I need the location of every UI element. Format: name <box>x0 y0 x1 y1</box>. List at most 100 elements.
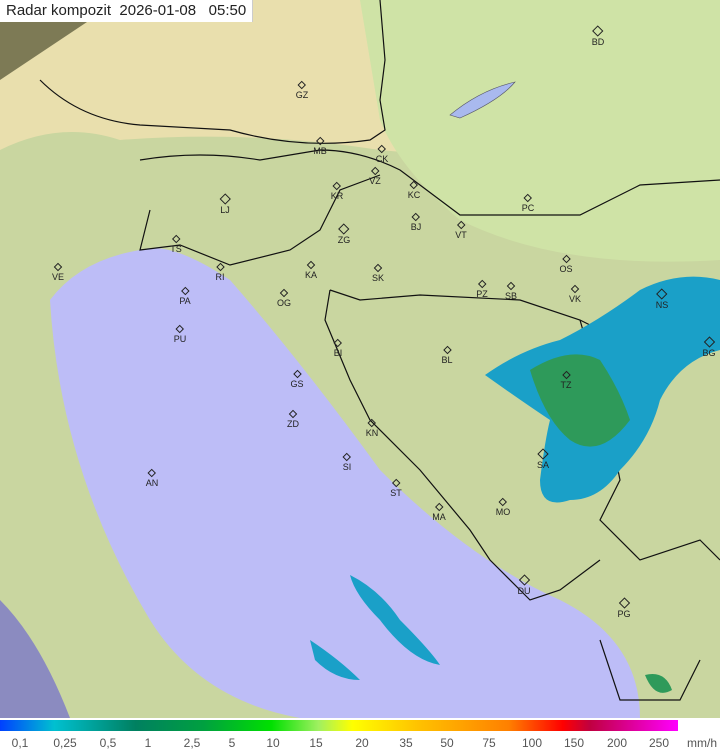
city-label: KC <box>407 190 421 200</box>
city-marker-si: SI <box>342 452 352 472</box>
legend-tick: 0,5 <box>99 736 117 750</box>
city-marker-ck: CK <box>375 144 389 164</box>
city-dot-icon <box>292 369 302 379</box>
city-dot-icon <box>518 574 530 586</box>
radar-echo-sea <box>350 575 440 665</box>
city-dot-icon <box>175 324 185 334</box>
legend-tick: 35 <box>399 736 413 750</box>
city-marker-pu: PU <box>173 324 187 344</box>
city-marker-pg: PG <box>617 597 631 619</box>
city-dot-icon <box>618 597 630 609</box>
city-label: LJ <box>220 205 230 215</box>
city-dot-icon <box>477 279 487 289</box>
city-marker-vk: VK <box>568 284 582 304</box>
city-marker-kr: KR <box>330 181 344 201</box>
city-label: VE <box>51 272 65 282</box>
city-dot-icon <box>373 263 383 273</box>
city-marker-bj: BJ <box>411 212 421 232</box>
city-marker-ve: VE <box>51 262 65 282</box>
city-label: BI <box>333 348 343 358</box>
city-marker-lj: LJ <box>219 193 231 215</box>
radar-echoes <box>310 276 720 693</box>
city-marker-zg: ZG <box>337 223 351 245</box>
city-dot-icon <box>561 254 571 264</box>
city-label: ZG <box>337 235 351 245</box>
city-marker-du: DU <box>517 574 531 596</box>
city-dot-icon <box>338 223 350 235</box>
city-label: PG <box>617 609 631 619</box>
city-marker-pz: PZ <box>476 279 488 299</box>
city-dot-icon <box>377 144 387 154</box>
city-label: BG <box>702 348 716 358</box>
city-dot-icon <box>561 370 571 380</box>
city-label: CK <box>375 154 389 164</box>
radar-echo-south <box>645 674 672 693</box>
city-marker-ma: MA <box>432 502 446 522</box>
city-dot-icon <box>456 220 466 230</box>
radar-echo-core <box>530 354 630 447</box>
city-marker-kn: KN <box>366 418 378 438</box>
city-dot-icon <box>570 284 580 294</box>
city-label: DU <box>517 586 531 596</box>
city-dot-icon <box>498 497 508 507</box>
city-dot-icon <box>279 288 289 298</box>
date-text: 2026-01-08 <box>119 2 197 19</box>
legend-tick: 100 <box>521 736 543 750</box>
city-marker-ns: NS <box>655 288 669 310</box>
city-marker-gs: GS <box>290 369 304 389</box>
city-label: SB <box>504 291 518 301</box>
city-label: RI <box>215 272 225 282</box>
city-marker-bi: BI <box>333 338 343 358</box>
city-label: KR <box>330 191 344 201</box>
city-label: TS <box>170 244 182 254</box>
legend-tick: 0,25 <box>53 736 77 750</box>
city-dot-icon <box>288 409 298 419</box>
city-dot-icon <box>537 448 549 460</box>
city-marker-an: AN <box>145 468 159 488</box>
city-dot-icon <box>315 136 325 146</box>
radar-map[interactable] <box>0 0 720 718</box>
city-dot-icon <box>306 260 316 270</box>
legend-tick: 2,5 <box>183 736 201 750</box>
city-label: TZ <box>560 380 572 390</box>
legend-tick: 75 <box>482 736 496 750</box>
city-label: SA <box>536 460 550 470</box>
city-dot-icon <box>434 502 444 512</box>
city-label: BD <box>591 37 605 47</box>
city-label: PA <box>179 296 191 306</box>
city-label: GS <box>290 379 304 389</box>
city-label: AN <box>145 478 159 488</box>
city-dot-icon <box>215 262 225 272</box>
legend-tick: 20 <box>355 736 369 750</box>
city-marker-tz: TZ <box>560 370 572 390</box>
city-dot-icon <box>703 336 715 348</box>
title-text: Radar kompozit <box>6 2 112 19</box>
time-text: 05:50 <box>208 2 247 19</box>
city-dot-icon <box>332 181 342 191</box>
city-label: OS <box>559 264 573 274</box>
city-marker-zd: ZD <box>287 409 299 429</box>
legend-tick: 0,1 <box>11 736 29 750</box>
city-dot-icon <box>411 212 421 222</box>
city-dot-icon <box>147 468 157 478</box>
city-label: KA <box>304 270 318 280</box>
city-marker-pa: PA <box>179 286 191 306</box>
legend-tick: 10 <box>266 736 280 750</box>
city-marker-kc: KC <box>407 180 421 200</box>
city-label: PU <box>173 334 187 344</box>
city-label: VK <box>568 294 582 304</box>
adriatic-sea <box>50 248 640 718</box>
city-label: VT <box>455 230 467 240</box>
city-marker-os: OS <box>559 254 573 274</box>
city-marker-st: ST <box>390 478 402 498</box>
city-dot-icon <box>367 418 377 428</box>
city-dot-icon <box>592 25 604 37</box>
city-label: GZ <box>295 90 309 100</box>
city-marker-ts: TS <box>170 234 182 254</box>
pannonian-plain <box>360 0 720 262</box>
city-marker-mo: MO <box>496 497 510 517</box>
city-dot-icon <box>506 281 516 291</box>
city-dot-icon <box>342 452 352 462</box>
city-dot-icon <box>219 193 231 205</box>
city-label: NS <box>655 300 669 310</box>
